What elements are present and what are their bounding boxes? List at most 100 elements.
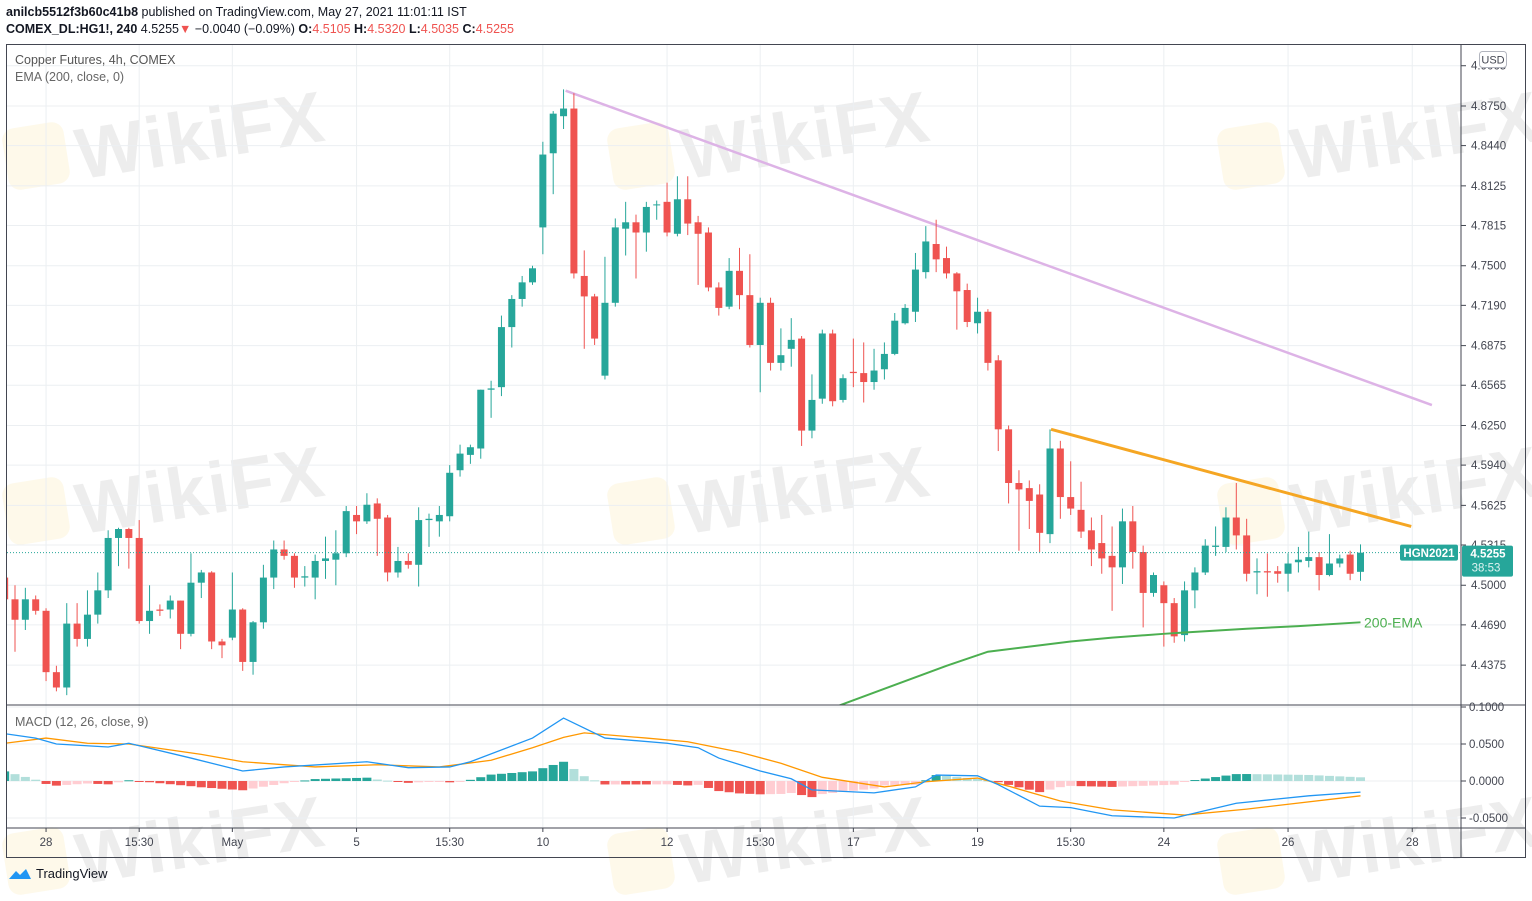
candle-body (156, 609, 164, 611)
macd-histogram-bar (993, 781, 1003, 783)
candle-body (932, 244, 940, 260)
candle-body (870, 370, 878, 383)
macd-histogram-bar (807, 781, 817, 798)
macd-histogram-bar (1076, 781, 1086, 787)
candle-body (11, 599, 19, 620)
candle (984, 309, 992, 371)
candle (1005, 425, 1013, 504)
candle (829, 329, 837, 407)
candle-body (487, 388, 495, 390)
candle-body (332, 553, 340, 560)
price-tick-label: 4.5625 (1471, 500, 1506, 512)
candle-body (83, 614, 91, 639)
symbol-info: COMEX_DL:HG1!, 240 4.5255▼ −0.0040 (−0.0… (6, 22, 514, 36)
high-value: 4.5320 (367, 22, 406, 36)
candle-body (1294, 559, 1302, 563)
macd-histogram-bar (621, 781, 631, 785)
macd-histogram-bar (62, 781, 72, 785)
close-label: C: (462, 22, 476, 36)
candle (1305, 531, 1313, 568)
candle (332, 530, 340, 586)
macd-histogram-bar (238, 781, 248, 791)
candle (353, 506, 361, 535)
last-price: 4.5255 (140, 22, 179, 36)
candle (777, 328, 785, 371)
tradingview-logo[interactable]: TradingView (8, 866, 108, 881)
candle (622, 201, 630, 256)
candle-body (808, 399, 816, 431)
macd-histogram-bar (828, 781, 838, 793)
macd-histogram-bar (714, 781, 724, 792)
price-tick-label: 4.4690 (1471, 620, 1506, 632)
macd-histogram-bar (414, 781, 424, 783)
macd-histogram-bar (1138, 781, 1148, 786)
macd-histogram-bar (196, 781, 206, 788)
candle (880, 342, 888, 380)
candle (239, 608, 247, 671)
candle (1232, 483, 1240, 550)
publish-info: anilcb5512f3b60c41b8 published on Tradin… (6, 5, 467, 19)
candle-body (1336, 558, 1344, 564)
candle-body (818, 333, 826, 399)
macd-histogram-bar (258, 781, 268, 787)
currency-badge[interactable] (1479, 51, 1507, 68)
candle (1087, 517, 1095, 567)
candle-body (798, 338, 806, 431)
candle (270, 540, 278, 590)
macd-histogram-bar (1045, 781, 1055, 790)
candle (1170, 598, 1178, 643)
macd-tick-label: 0.0500 (1469, 739, 1504, 751)
low-label: L: (408, 22, 421, 36)
macd-histogram-bar (1159, 781, 1169, 786)
candle (922, 226, 930, 279)
candle (1067, 461, 1075, 515)
candle-body (290, 555, 298, 578)
candle (249, 621, 257, 675)
candle-body (146, 610, 154, 622)
candle-body (974, 311, 982, 324)
macd-histogram-bar (321, 778, 330, 782)
candle-body (7, 577, 9, 600)
macd-histogram-bar (1117, 781, 1127, 787)
candle-body (1036, 494, 1044, 533)
macd-histogram-bar (848, 781, 858, 791)
time-tick-label: 12 (661, 837, 674, 849)
candle-body (1191, 572, 1199, 591)
candle (259, 564, 267, 629)
candle-body (404, 560, 412, 565)
candle (52, 665, 60, 692)
candle (798, 336, 806, 446)
candle (767, 297, 775, 371)
macd-histogram-bar (362, 777, 372, 782)
candle (808, 374, 816, 439)
candle-body (746, 295, 754, 345)
candle (1357, 544, 1364, 581)
candle (177, 600, 185, 650)
candle (1212, 526, 1220, 556)
candle (446, 465, 454, 522)
macd-histogram-bar (652, 781, 662, 785)
candle (384, 514, 392, 582)
macd-histogram-bar (776, 781, 786, 794)
symbol-price-label: HGN2021 (1403, 548, 1455, 560)
candle-body (1201, 545, 1209, 573)
candle (1243, 518, 1251, 582)
candle-body (901, 307, 909, 324)
candle (963, 283, 971, 328)
candle (653, 200, 661, 220)
candle (539, 141, 547, 255)
candle (1201, 539, 1209, 576)
price-tick-label: 4.7815 (1471, 220, 1506, 232)
candle-body (125, 529, 133, 538)
candle (736, 247, 743, 310)
candle (290, 553, 298, 588)
publisher-name: anilcb5512f3b60c41b8 (6, 5, 139, 19)
candle (218, 638, 226, 659)
candle (477, 389, 485, 459)
candle (115, 527, 122, 567)
candle-body (518, 282, 526, 299)
macd-histogram-bar (1024, 781, 1034, 790)
candle-body (259, 577, 267, 623)
candle (1056, 440, 1064, 519)
